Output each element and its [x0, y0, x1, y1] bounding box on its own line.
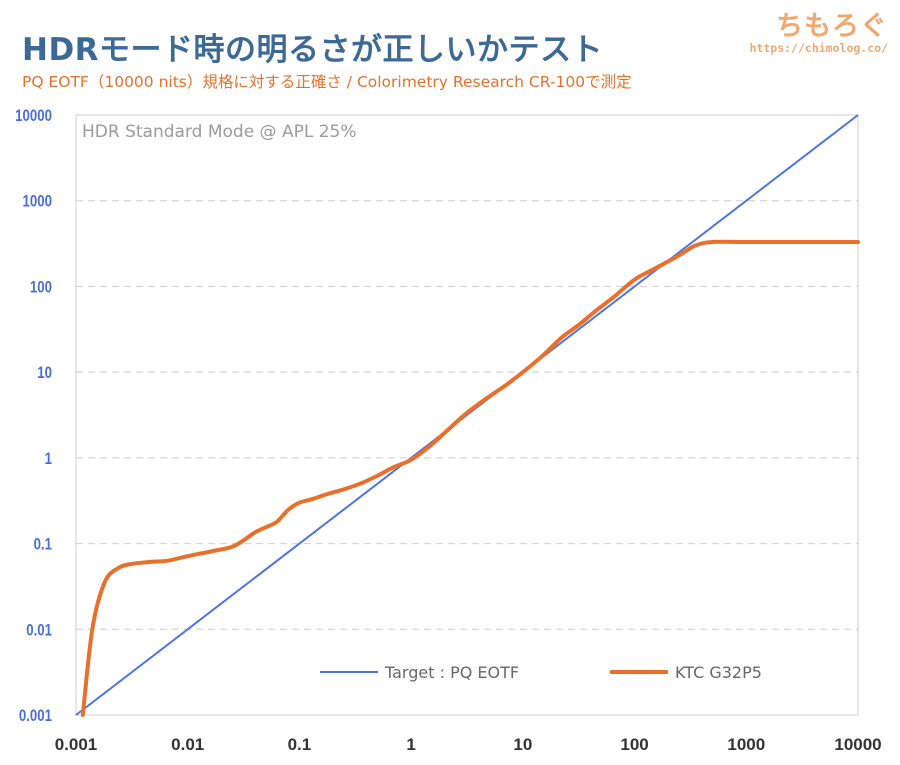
x-tick-label: 0.1 — [288, 735, 312, 754]
chart-title: HDRモード時の明るさが正しいかテスト — [22, 32, 604, 68]
chart-annotation: HDR Standard Mode @ APL 25% — [82, 122, 357, 142]
series-line-measured — [80, 239, 860, 717]
chart-subtitle: PQ EOTF（10000 nits）規格に対する正確さ / Colorimet… — [22, 73, 632, 91]
x-tick-label: 1 — [406, 735, 415, 754]
y-tick-label: 0.1 — [34, 535, 53, 554]
y-tick-label: 0.001 — [19, 707, 53, 726]
y-tick-label: 10000 — [15, 107, 52, 126]
brand-name: ちもろぐ — [776, 11, 888, 42]
x-tick-label: 10000 — [834, 735, 881, 754]
x-tick-label: 10 — [513, 735, 532, 754]
brand-logo: ちもろぐ https://chimolog.co/ — [750, 4, 888, 55]
brand-url: https://chimolog.co/ — [749, 41, 888, 55]
plot-frame — [75, 114, 859, 716]
y-tick-label: 10 — [37, 364, 52, 383]
x-tick-label: 0.01 — [171, 735, 204, 754]
y-tick-label: 100 — [30, 278, 52, 297]
y-tick-label: 0.01 — [26, 621, 52, 640]
legend-label-target: Target : PQ EOTF — [384, 663, 519, 682]
x-tick-label: 1000 — [727, 735, 765, 754]
y-tick-label: 1000 — [23, 192, 52, 211]
x-tick-label: 0.001 — [55, 735, 98, 754]
legend-label-measured: KTC G32P5 — [675, 663, 762, 682]
x-tick-label: 100 — [620, 735, 648, 754]
y-tick-label: 1 — [45, 449, 53, 468]
